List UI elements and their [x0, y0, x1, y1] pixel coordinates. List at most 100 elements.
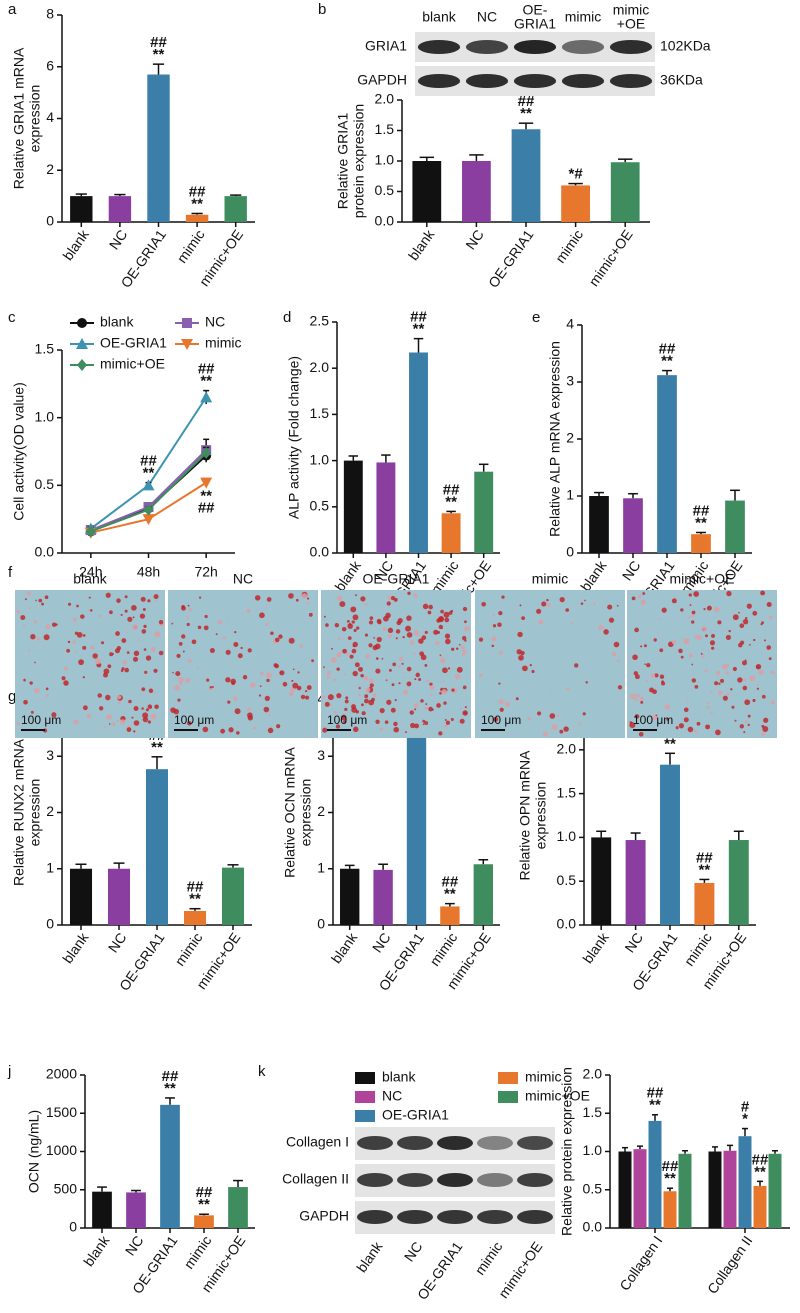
stain-spot — [217, 620, 223, 625]
stain-spot — [326, 676, 330, 679]
stain-spot — [375, 657, 379, 660]
error-bar — [413, 337, 424, 353]
panel-label: j — [7, 1063, 11, 1080]
y-tick-label: 0.0 — [310, 544, 330, 560]
stain-spot — [763, 639, 766, 642]
stain-spot — [154, 631, 161, 638]
stain-spot — [120, 719, 126, 725]
y-tick-label: 0.5 — [583, 1180, 603, 1196]
stain-spot — [644, 663, 646, 666]
blot-band — [397, 1173, 433, 1187]
y-axis-label: Relative protein expression — [559, 1067, 575, 1236]
x-tick-label: blank — [353, 1238, 386, 1275]
stain-spot — [655, 714, 658, 717]
stain-spot — [33, 620, 38, 624]
stain-spot — [632, 654, 638, 661]
stain-spot — [61, 676, 66, 681]
y-tick-label: 4 — [566, 316, 574, 332]
stain-spot — [246, 608, 251, 613]
stain-spot — [63, 680, 69, 686]
stain-spot — [426, 679, 430, 683]
stain-spot — [705, 724, 711, 730]
y-tick-label: 1.5 — [35, 341, 55, 357]
stain-spot — [276, 724, 281, 729]
blot-band — [513, 74, 557, 88]
stain-spot — [173, 708, 180, 715]
stain-spot — [98, 706, 104, 711]
stain-spot — [234, 631, 237, 634]
stain-spot — [438, 731, 443, 736]
stain-spot — [82, 645, 87, 650]
significance-mark: ## — [187, 879, 204, 896]
stain-spot — [414, 678, 417, 681]
y-tick-label: 4 — [46, 109, 54, 125]
stain-spot — [187, 721, 192, 726]
stain-spot — [176, 653, 181, 658]
stain-spot — [441, 627, 443, 630]
blot-band — [517, 1210, 553, 1224]
error-bar — [445, 902, 455, 907]
stain-spot — [266, 678, 270, 683]
stain-spot — [342, 638, 345, 640]
stain-spot — [177, 698, 181, 702]
stain-spot — [131, 605, 137, 611]
stain-spot — [493, 716, 499, 722]
stain-spot — [549, 692, 551, 695]
stain-spot — [144, 670, 148, 674]
error-bar — [75, 863, 87, 869]
legend-swatch — [498, 1072, 518, 1084]
x-tick-label: blank — [59, 929, 92, 966]
stain-spot — [103, 672, 108, 678]
y-tick-label: 0.5 — [35, 476, 55, 492]
stain-spot — [72, 617, 77, 622]
stain-spot — [752, 698, 756, 703]
blot-column-label: OE- — [523, 2, 548, 18]
stain-spot — [105, 694, 111, 701]
x-tick-label: NC — [106, 227, 131, 253]
stain-spot — [422, 719, 426, 723]
bar — [610, 162, 640, 222]
stain-spot — [358, 666, 363, 672]
error-bar — [469, 154, 484, 161]
stain-spot — [642, 592, 646, 595]
stain-spot — [233, 696, 238, 701]
stain-spot — [435, 640, 440, 646]
stain-spot — [387, 627, 394, 633]
stain-spot — [295, 598, 299, 602]
stain-spot — [413, 593, 418, 598]
stain-spot — [354, 594, 357, 597]
y-axis-label: protein expression — [351, 104, 367, 218]
stain-spot — [225, 677, 231, 683]
significance-mark: ** — [413, 321, 425, 338]
stain-spot — [28, 649, 31, 652]
stain-spot — [436, 703, 441, 708]
legend-label: mimic+OE — [100, 356, 165, 372]
stain-spot — [306, 597, 310, 600]
error-bar — [696, 531, 706, 535]
significance-mark: ** — [151, 739, 163, 756]
stain-spot — [566, 687, 570, 691]
stain-spot — [725, 671, 729, 675]
stain-spot — [186, 622, 190, 627]
significance-mark: ## — [752, 1151, 769, 1168]
stain-spot — [352, 641, 358, 648]
significance-mark: ## — [443, 481, 460, 498]
stain-spot — [178, 681, 183, 685]
stain-spot — [634, 627, 639, 633]
marker — [201, 446, 212, 459]
y-axis-label: Relative ALP mRNA expression — [547, 341, 563, 537]
stain-spot — [683, 717, 689, 723]
stain-spot — [683, 707, 689, 713]
image-label: NC — [233, 571, 253, 587]
stain-spot — [661, 607, 667, 613]
stain-spot — [109, 652, 114, 657]
bar — [691, 534, 711, 553]
stain-spot — [346, 619, 350, 623]
stain-spot — [356, 626, 360, 630]
stain-spot — [762, 726, 769, 732]
error-bar — [191, 212, 203, 215]
stain-spot — [395, 629, 401, 634]
stain-spot — [352, 670, 358, 677]
stain-spot — [388, 668, 392, 672]
x-tick-label: blank — [405, 226, 438, 263]
